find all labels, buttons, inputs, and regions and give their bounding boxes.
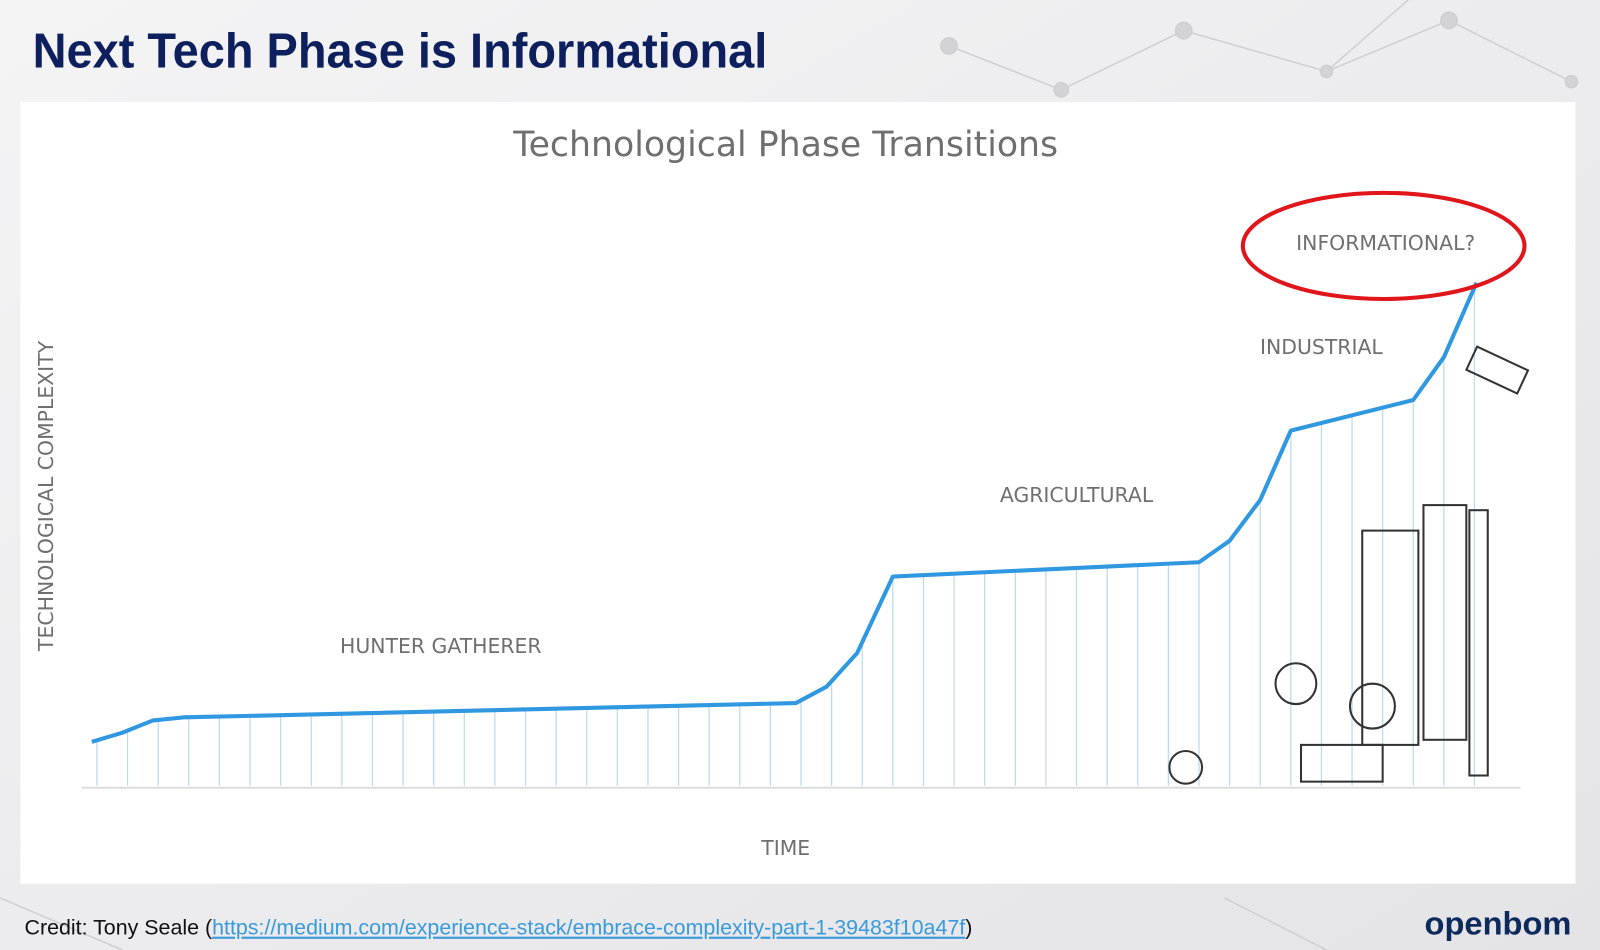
credit-link[interactable]: https://medium.com/experience-stack/embr… [212, 916, 965, 940]
chart-title: Technological Phase Transitions [512, 125, 1058, 165]
phase-label: HUNTER GATHERER [340, 634, 542, 658]
logo: openbom [1425, 905, 1572, 942]
slide-title: Next Tech Phase is Informational [33, 24, 768, 78]
complexity-curve [91, 281, 1479, 744]
phase-label: AGRICULTURAL [1000, 483, 1154, 507]
x-axis-label: TIME [760, 836, 810, 860]
credit-prefix: Credit: Tony Seale ( [24, 916, 212, 940]
credit-suffix: ) [965, 916, 972, 940]
phase-label: INDUSTRIAL [1260, 335, 1383, 359]
sketch-ground [81, 345, 1530, 789]
chart-panel [20, 102, 1576, 884]
phase-label: INFORMATIONAL? [1296, 231, 1475, 255]
highlight-ellipse [1240, 190, 1527, 302]
sketch-lines [96, 287, 1476, 786]
y-axis-label: TECHNOLOGICAL COMPLEXITY [34, 340, 58, 652]
credit-line: Credit: Tony Seale (https://medium.com/e… [24, 916, 972, 940]
